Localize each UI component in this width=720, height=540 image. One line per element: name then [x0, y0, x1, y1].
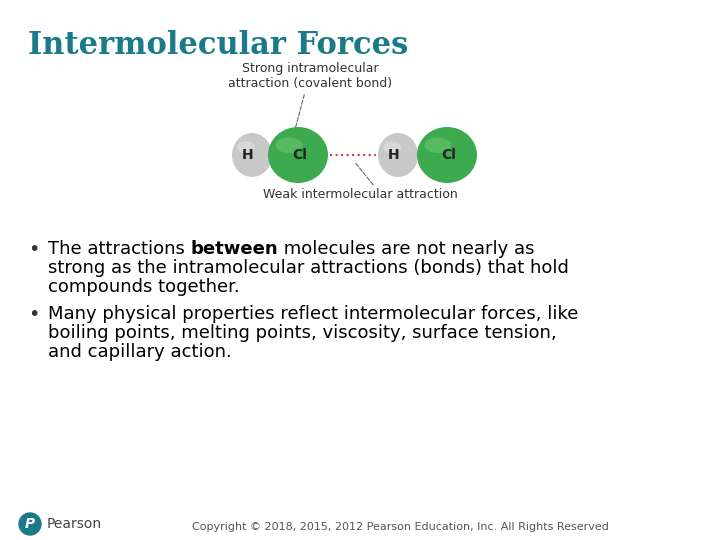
Text: Weak intermolecular attraction: Weak intermolecular attraction [263, 188, 457, 201]
Text: •: • [28, 305, 40, 324]
Text: strong as the intramolecular attractions (bonds) that hold: strong as the intramolecular attractions… [48, 259, 569, 277]
Text: Intermolecular Forces: Intermolecular Forces [28, 30, 408, 61]
Text: Copyright © 2018, 2015, 2012 Pearson Education, Inc. All Rights Reserved: Copyright © 2018, 2015, 2012 Pearson Edu… [192, 522, 608, 532]
Ellipse shape [276, 138, 302, 153]
Ellipse shape [383, 141, 401, 153]
Ellipse shape [425, 138, 451, 153]
Text: Pearson: Pearson [47, 517, 102, 531]
Ellipse shape [417, 127, 477, 183]
Text: Cl: Cl [441, 148, 456, 162]
Ellipse shape [378, 133, 418, 177]
Text: and capillary action.: and capillary action. [48, 343, 232, 361]
Text: boiling points, melting points, viscosity, surface tension,: boiling points, melting points, viscosit… [48, 324, 557, 342]
Text: The attractions: The attractions [48, 240, 191, 258]
Text: molecules are not nearly as: molecules are not nearly as [278, 240, 535, 258]
Ellipse shape [237, 141, 255, 153]
Circle shape [19, 513, 41, 535]
Text: between: between [191, 240, 278, 258]
Text: H: H [388, 148, 400, 162]
Ellipse shape [232, 133, 272, 177]
Text: •: • [28, 240, 40, 259]
Ellipse shape [268, 127, 328, 183]
Text: Cl: Cl [292, 148, 307, 162]
Text: compounds together.: compounds together. [48, 278, 240, 296]
Text: Many physical properties reflect intermolecular forces, like: Many physical properties reflect intermo… [48, 305, 578, 323]
Text: H: H [242, 148, 254, 162]
Text: Strong intramolecular
attraction (covalent bond): Strong intramolecular attraction (covale… [228, 62, 392, 90]
Text: P: P [25, 517, 35, 531]
